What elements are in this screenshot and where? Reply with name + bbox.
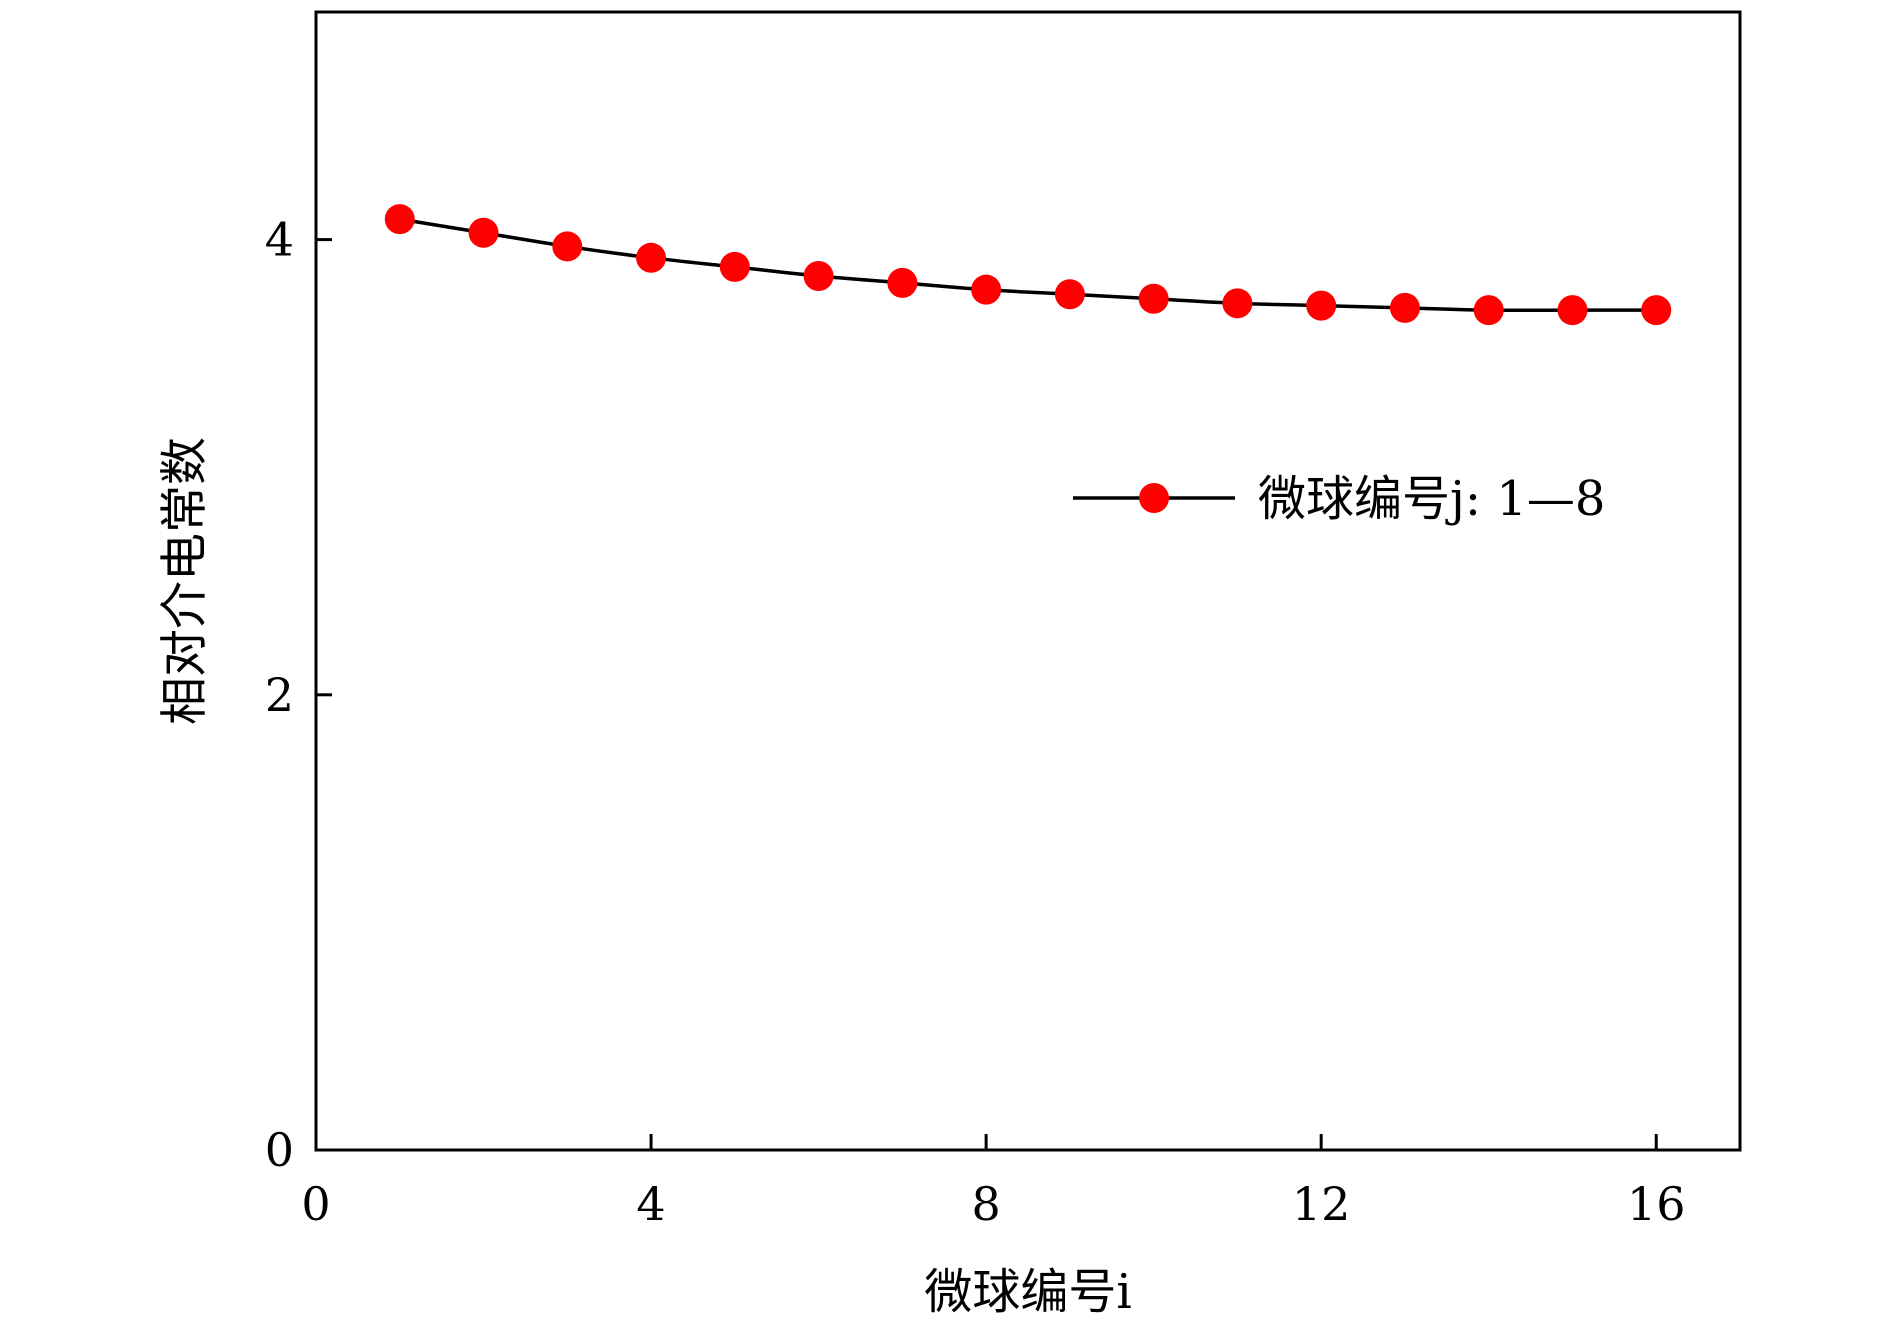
y-tick-label-4: 4	[265, 213, 294, 267]
data-point-10	[1138, 283, 1169, 314]
y-axis-title: 相对介电常数	[157, 437, 213, 725]
data-point-2	[468, 217, 499, 248]
data-point-16	[1641, 295, 1672, 326]
data-point-5	[719, 251, 750, 282]
y-tick-label-2: 2	[265, 668, 294, 722]
legend-marker-sample	[1139, 483, 1169, 513]
data-point-14	[1473, 295, 1504, 326]
legend-label: 微球编号j: 1—8	[1258, 471, 1605, 527]
series-line-0	[399, 217, 1657, 313]
data-point-15	[1557, 295, 1588, 326]
data-point-12	[1306, 290, 1337, 321]
x-tick-label-8: 8	[971, 1177, 1000, 1231]
data-point-1	[384, 204, 415, 235]
data-point-6	[803, 261, 834, 292]
data-point-8	[971, 274, 1002, 305]
x-axis-title: 微球编号i	[924, 1264, 1131, 1320]
x-tick-label-0: 0	[301, 1177, 330, 1231]
data-point-3	[552, 231, 583, 262]
data-point-13	[1389, 292, 1420, 323]
y-tick-label-0: 0	[265, 1123, 294, 1177]
data-point-11	[1222, 288, 1253, 319]
axis-ticks	[316, 238, 1658, 1150]
legend: 微球编号j: 1—8	[1073, 471, 1605, 527]
data-point-7	[887, 267, 918, 298]
x-tick-label-4: 4	[636, 1177, 665, 1231]
y-tick-labels: 0 2 4	[265, 213, 294, 1177]
data-point-9	[1054, 279, 1085, 310]
plot-frame	[314, 10, 1742, 1152]
x-tick-label-16: 16	[1627, 1177, 1686, 1231]
x-tick-label-12: 12	[1292, 1177, 1351, 1231]
data-point-4	[636, 242, 667, 273]
x-tick-labels: 0 4 8 12 16	[301, 1177, 1685, 1231]
series-layer	[384, 204, 1672, 326]
